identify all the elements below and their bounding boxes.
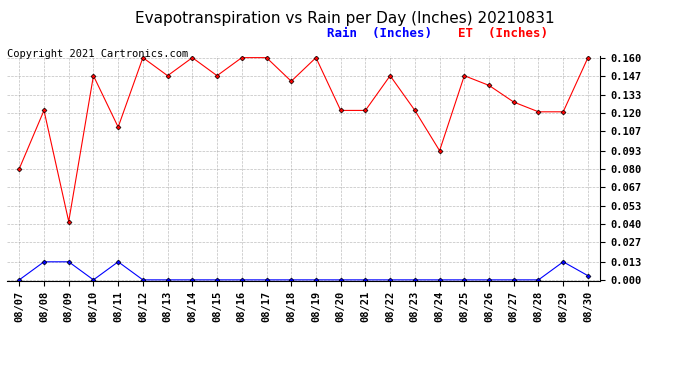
Text: Rain  (Inches): Rain (Inches)	[327, 27, 433, 40]
Text: Evapotranspiration vs Rain per Day (Inches) 20210831: Evapotranspiration vs Rain per Day (Inch…	[135, 11, 555, 26]
Text: Copyright 2021 Cartronics.com: Copyright 2021 Cartronics.com	[7, 49, 188, 59]
Text: ET  (Inches): ET (Inches)	[458, 27, 548, 40]
